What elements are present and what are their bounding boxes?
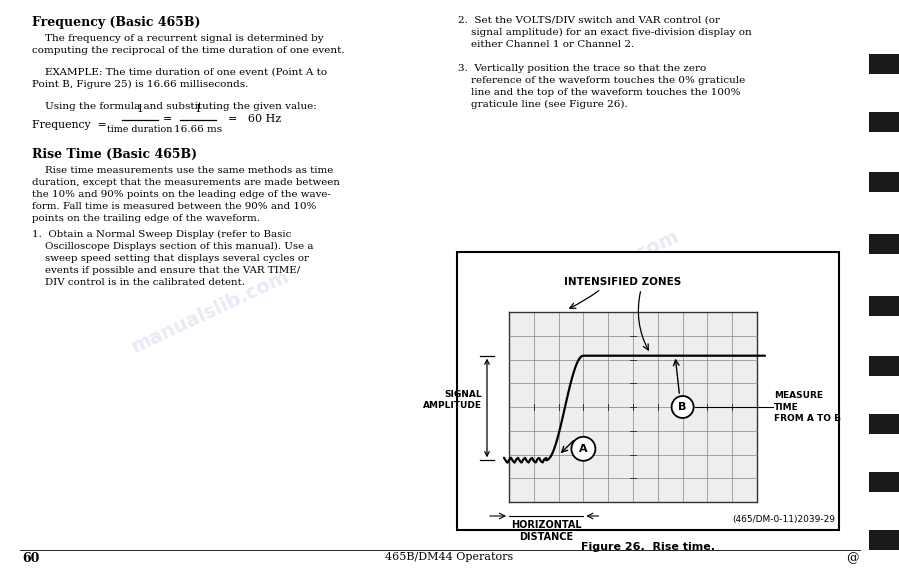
- Text: (465/DM-0-11)2039-29: (465/DM-0-11)2039-29: [732, 515, 835, 524]
- Text: The frequency of a recurrent signal is determined by: The frequency of a recurrent signal is d…: [32, 34, 324, 43]
- Bar: [869, 54, 899, 74]
- Text: B: B: [679, 402, 687, 412]
- Bar: [457, 252, 839, 530]
- Bar: [509, 312, 757, 502]
- Bar: [869, 234, 899, 254]
- Text: Oscilloscope Displays section of this manual). Use a: Oscilloscope Displays section of this ma…: [32, 242, 314, 251]
- Bar: [869, 112, 899, 132]
- Text: Rise time measurements use the same methods as time: Rise time measurements use the same meth…: [32, 166, 334, 175]
- Text: computing the reciprocal of the time duration of one event.: computing the reciprocal of the time dur…: [32, 46, 344, 55]
- Text: A: A: [579, 444, 588, 454]
- Text: events if possible and ensure that the VAR TIME/: events if possible and ensure that the V…: [32, 266, 300, 275]
- Text: =: =: [164, 114, 173, 124]
- Text: @: @: [846, 552, 859, 565]
- Text: 3.  Vertically position the trace so that the zero: 3. Vertically position the trace so that…: [458, 64, 707, 73]
- Text: 1: 1: [194, 104, 201, 114]
- Circle shape: [672, 396, 694, 418]
- Text: points on the trailing edge of the waveform.: points on the trailing edge of the wavef…: [32, 214, 260, 223]
- Text: MEASURE
TIME
FROM A TO B: MEASURE TIME FROM A TO B: [774, 391, 841, 423]
- Text: 60: 60: [22, 552, 40, 565]
- Text: duration, except that the measurements are made between: duration, except that the measurements a…: [32, 178, 340, 187]
- Text: manualslib.com: manualslib.com: [128, 267, 292, 357]
- Text: Frequency (Basic 465B): Frequency (Basic 465B): [32, 16, 200, 29]
- Text: reference of the waveform touches the 0% graticule: reference of the waveform touches the 0%…: [458, 76, 745, 85]
- Text: Point B, Figure 25) is 16.66 milliseconds.: Point B, Figure 25) is 16.66 millisecond…: [32, 80, 248, 89]
- Text: Figure 26.  Rise time.: Figure 26. Rise time.: [581, 542, 715, 552]
- Bar: [869, 472, 899, 492]
- Text: 16.66 ms: 16.66 ms: [174, 125, 222, 134]
- Text: DIV control is in the calibrated detent.: DIV control is in the calibrated detent.: [32, 278, 245, 287]
- Text: either Channel 1 or Channel 2.: either Channel 1 or Channel 2.: [458, 40, 635, 49]
- Bar: [869, 296, 899, 316]
- Bar: [869, 530, 899, 550]
- Text: EXAMPLE: The time duration of one event (Point A to: EXAMPLE: The time duration of one event …: [32, 68, 327, 77]
- Bar: [869, 356, 899, 376]
- Text: graticule line (see Figure 26).: graticule line (see Figure 26).: [458, 100, 628, 109]
- Text: the 10% and 90% points on the leading edge of the wave-: the 10% and 90% points on the leading ed…: [32, 190, 331, 199]
- Text: Rise Time (Basic 465B): Rise Time (Basic 465B): [32, 148, 197, 161]
- Text: 1.  Obtain a Normal Sweep Display (refer to Basic: 1. Obtain a Normal Sweep Display (refer …: [32, 230, 291, 239]
- Bar: [869, 172, 899, 192]
- Text: 1: 1: [137, 104, 144, 114]
- Text: SIGNAL
AMPLITUDE: SIGNAL AMPLITUDE: [423, 390, 482, 410]
- Text: line and the top of the waveform touches the 100%: line and the top of the waveform touches…: [458, 88, 741, 97]
- Text: sweep speed setting that displays several cycles or: sweep speed setting that displays severa…: [32, 254, 309, 263]
- Text: manualslib.com: manualslib.com: [518, 227, 682, 317]
- Text: form. Fall time is measured between the 90% and 10%: form. Fall time is measured between the …: [32, 202, 316, 211]
- Circle shape: [572, 437, 595, 461]
- Text: time duration: time duration: [107, 125, 173, 134]
- Text: HORIZONTAL
DISTANCE: HORIZONTAL DISTANCE: [511, 520, 582, 542]
- Text: Using the formula and substituting the given value:: Using the formula and substituting the g…: [32, 102, 316, 111]
- Text: signal amplitude) for an exact five-division display on: signal amplitude) for an exact five-divi…: [458, 28, 752, 37]
- Text: INTENSIFIED ZONES: INTENSIFIED ZONES: [565, 277, 681, 287]
- Text: Frequency  =: Frequency =: [32, 120, 107, 130]
- Text: 2.  Set the VOLTS/DIV switch and VAR control (or: 2. Set the VOLTS/DIV switch and VAR cont…: [458, 16, 720, 25]
- Text: 465B/DM44 Operators: 465B/DM44 Operators: [385, 552, 513, 562]
- Bar: [869, 414, 899, 434]
- Text: =   60 Hz: = 60 Hz: [228, 114, 281, 124]
